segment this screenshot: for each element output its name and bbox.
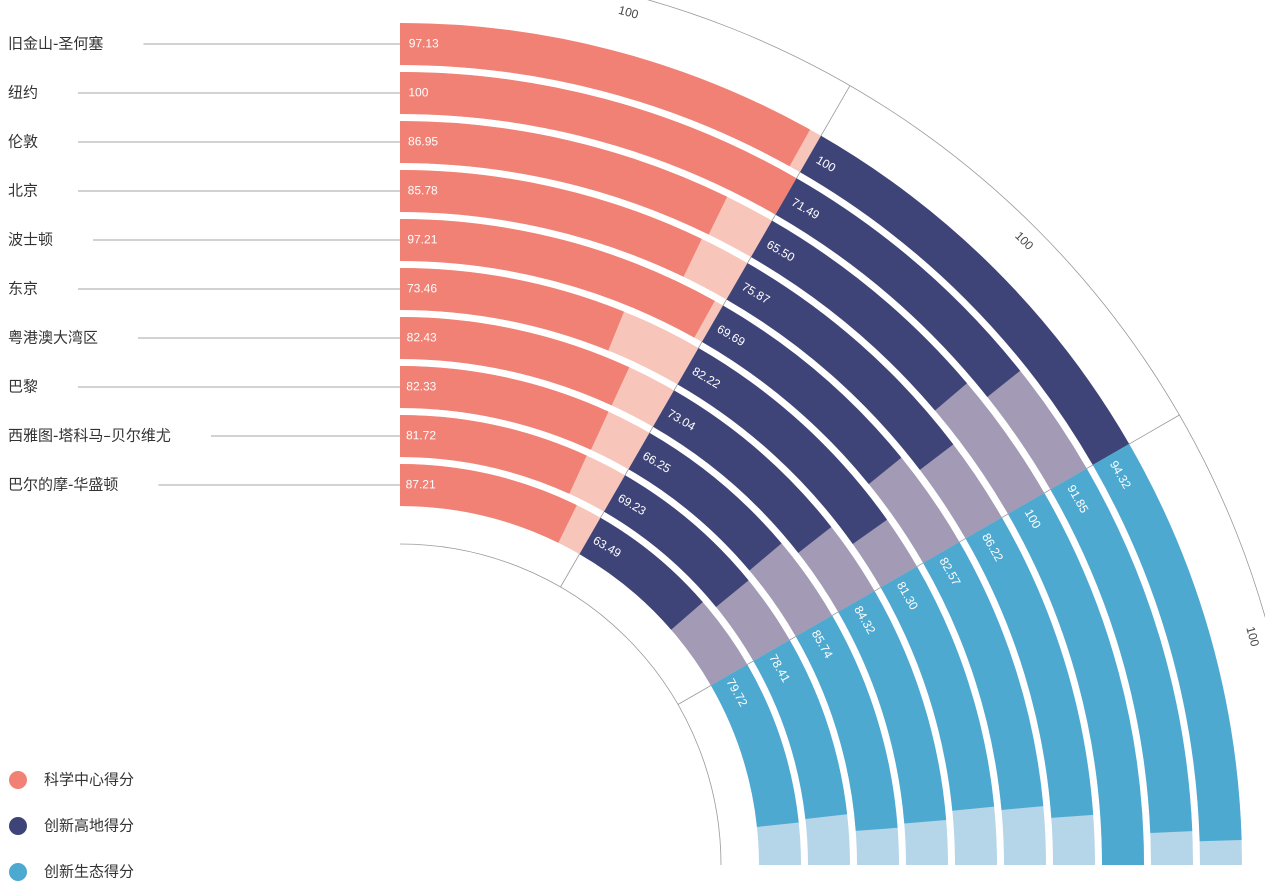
city-label: 东京 bbox=[8, 280, 38, 298]
legend-label: 科学中心得分 bbox=[44, 771, 134, 789]
value-label: 87.21 bbox=[406, 477, 436, 491]
bar bbox=[753, 640, 848, 819]
scale-label: 100 bbox=[1243, 625, 1262, 648]
bar bbox=[800, 135, 1130, 465]
value-label: 97.21 bbox=[407, 232, 437, 246]
bar bbox=[400, 464, 577, 543]
bar bbox=[604, 475, 749, 607]
bar bbox=[400, 366, 609, 450]
value-label: 85.78 bbox=[408, 183, 438, 197]
legend-label: 创新生态得分 bbox=[44, 863, 134, 881]
city-label: 巴黎 bbox=[8, 378, 38, 396]
legend-swatch bbox=[9, 771, 27, 789]
bar bbox=[710, 664, 799, 827]
bar bbox=[775, 178, 1021, 397]
value-label: 97.13 bbox=[409, 36, 439, 50]
bar bbox=[400, 72, 797, 215]
value-label: 86.95 bbox=[408, 134, 438, 148]
value-label: 73.46 bbox=[407, 281, 437, 295]
bar bbox=[400, 268, 625, 351]
bar bbox=[726, 263, 954, 470]
city-label: 西雅图-塔科马–贝尔维尤 bbox=[8, 427, 171, 445]
scale-label: 100 bbox=[617, 3, 640, 22]
value-label: 82.33 bbox=[406, 379, 436, 393]
legend-swatch bbox=[9, 817, 27, 835]
bar bbox=[1007, 493, 1144, 865]
city-label: 粤港澳大湾区 bbox=[8, 329, 98, 347]
bar bbox=[677, 347, 888, 545]
bar bbox=[400, 219, 715, 338]
bar bbox=[628, 432, 782, 571]
value-label: 100 bbox=[408, 85, 428, 99]
bar bbox=[923, 542, 1044, 810]
city-label: 波士顿 bbox=[8, 231, 53, 249]
scale-label: 100 bbox=[1012, 229, 1036, 253]
bar bbox=[838, 591, 947, 824]
bar bbox=[579, 517, 703, 630]
inner-arc bbox=[399, 543, 722, 866]
city-label: 北京 bbox=[8, 182, 38, 200]
bar bbox=[400, 23, 810, 167]
bar bbox=[880, 566, 995, 811]
city-label: 纽约 bbox=[8, 84, 38, 102]
value-label: 81.72 bbox=[406, 428, 436, 442]
bar bbox=[400, 170, 702, 277]
bar bbox=[400, 121, 728, 235]
city-label: 旧金山-圣何塞 bbox=[8, 35, 103, 53]
legend-label: 创新高地得分 bbox=[44, 817, 134, 835]
outer-arc bbox=[646, 0, 1265, 619]
bar bbox=[751, 220, 968, 411]
bar bbox=[965, 517, 1094, 818]
bar bbox=[795, 615, 898, 831]
bar bbox=[400, 415, 587, 494]
value-label: 82.43 bbox=[407, 330, 437, 344]
bar bbox=[702, 305, 902, 485]
city-label: 巴尔的摩-华盛顿 bbox=[8, 476, 118, 494]
legend-swatch bbox=[9, 863, 27, 881]
bar bbox=[653, 390, 832, 553]
bar bbox=[1050, 468, 1193, 833]
bar bbox=[1092, 444, 1242, 842]
bar bbox=[400, 317, 630, 406]
city-label: 伦敦 bbox=[8, 133, 38, 151]
